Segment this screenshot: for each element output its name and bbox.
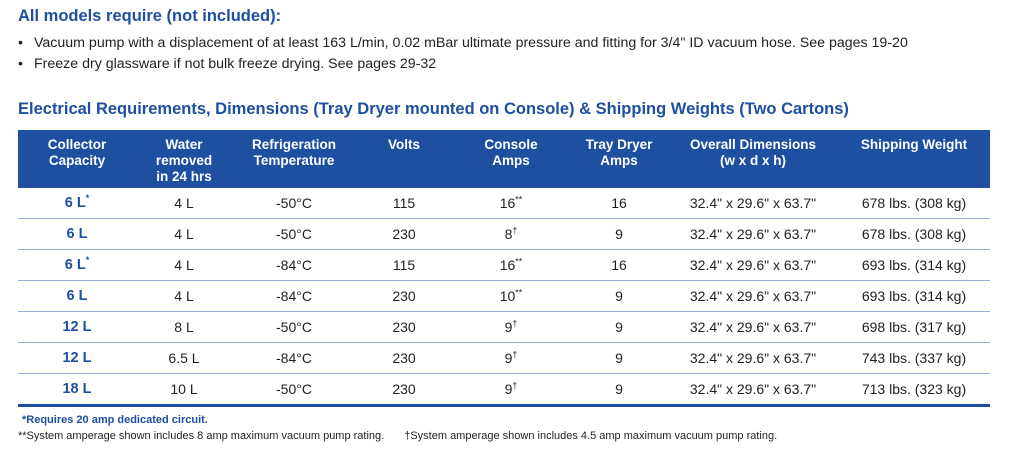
cell-collector-capacity: 6 L bbox=[18, 218, 136, 250]
footnote-row: **System amperage shown includes 8 amp m… bbox=[18, 428, 777, 444]
bullet-icon: • bbox=[18, 56, 23, 72]
cell-console-amps: 9† bbox=[452, 342, 570, 374]
cell-refrigeration-temperature: -50°C bbox=[232, 311, 356, 343]
footnote-mark: † bbox=[512, 380, 518, 391]
cell-volts: 230 bbox=[356, 373, 452, 407]
cell-volts: 230 bbox=[356, 342, 452, 374]
cell-overall-dimensions: 32.4" x 29.6" x 63.7" bbox=[668, 185, 838, 219]
footnotes: *Requires 20 amp dedicated circuit. **Sy… bbox=[18, 412, 777, 444]
cell-shipping-weight: 693 lbs. (314 kg) bbox=[838, 249, 990, 281]
cell-water-removed: 4 L bbox=[136, 280, 232, 312]
cell-overall-dimensions: 32.4" x 29.6" x 63.7" bbox=[668, 373, 838, 407]
cell-water-removed: 8 L bbox=[136, 311, 232, 343]
cell-tray-dryer-amps: 16 bbox=[570, 249, 668, 281]
header-tray-dryer-amps: Tray Dryer Amps bbox=[585, 137, 653, 168]
cell-console-amps: 9† bbox=[452, 311, 570, 343]
section-title: Electrical Requirements, Dimensions (Tra… bbox=[18, 100, 849, 118]
footnote-mark: † bbox=[512, 225, 518, 236]
cell-collector-capacity: 18 L bbox=[18, 373, 136, 407]
cell-tray-dryer-amps: 9 bbox=[570, 342, 668, 374]
cell-tray-dryer-amps: 9 bbox=[570, 218, 668, 250]
cell-collector-capacity: 12 L bbox=[18, 342, 136, 374]
cell-refrigeration-temperature: -84°C bbox=[232, 280, 356, 312]
header-water-removed: Water removed in 24 hrs bbox=[155, 137, 213, 184]
cell-shipping-weight: 693 lbs. (314 kg) bbox=[838, 280, 990, 312]
cell-console-amps: 8† bbox=[452, 218, 570, 250]
cell-console-amps: 9† bbox=[452, 373, 570, 407]
cell-refrigeration-temperature: -84°C bbox=[232, 342, 356, 374]
footnote-mark: ** bbox=[515, 287, 523, 298]
requirement-item: • Vacuum pump with a displacement of at l… bbox=[18, 33, 908, 54]
cell-water-removed: 10 L bbox=[136, 373, 232, 407]
footnote-mark: * bbox=[85, 193, 90, 204]
footnote-8-amp: **System amperage shown includes 8 amp m… bbox=[18, 430, 385, 442]
header-shipping-weight: Shipping Weight bbox=[860, 137, 968, 152]
requirements-list: • Vacuum pump with a displacement of at l… bbox=[18, 33, 908, 75]
table-body: 6 L* 4 L -50°C 115 16** 16 32.4" x 29.6" x 63.… bbox=[18, 185, 990, 407]
header-overall-dimensions: Overall Dimensions (w x d x h) bbox=[689, 137, 817, 168]
cell-overall-dimensions: 32.4" x 29.6" x 63.7" bbox=[668, 249, 838, 281]
cell-shipping-weight: 743 lbs. (337 kg) bbox=[838, 342, 990, 374]
cell-refrigeration-temperature: -50°C bbox=[232, 185, 356, 219]
cell-console-amps: 16** bbox=[452, 185, 570, 219]
footnote-mark: * bbox=[85, 255, 90, 266]
table-header-row: Collector Capacity Water removed in 24 hrs … bbox=[18, 130, 990, 187]
cell-shipping-weight: 713 lbs. (323 kg) bbox=[838, 373, 990, 407]
cell-shipping-weight: 698 lbs. (317 kg) bbox=[838, 311, 990, 343]
cell-shipping-weight: 678 lbs. (308 kg) bbox=[838, 185, 990, 219]
cell-collector-capacity: 12 L bbox=[18, 311, 136, 343]
footnote-mark: † bbox=[512, 349, 518, 360]
requirements-title: All models require (not included): bbox=[18, 7, 282, 25]
cell-water-removed: 4 L bbox=[136, 249, 232, 281]
footnote-4-5-amp: †System amperage shown includes 4.5 amp … bbox=[404, 430, 778, 442]
cell-refrigeration-temperature: -84°C bbox=[232, 249, 356, 281]
header-collector-capacity: Collector Capacity bbox=[47, 137, 107, 168]
header-refrigeration-temperature: Refrigeration Temperature bbox=[251, 137, 336, 168]
table-row: 18 L 10 L -50°C 230 9† 9 32.4" x 29.6" x 63.7"… bbox=[18, 373, 990, 407]
cell-volts: 230 bbox=[356, 280, 452, 312]
footnote-mark: † bbox=[512, 318, 518, 329]
cell-water-removed: 4 L bbox=[136, 218, 232, 250]
cell-tray-dryer-amps: 16 bbox=[570, 185, 668, 219]
cell-collector-capacity: 6 L* bbox=[18, 249, 136, 281]
requirement-text: Freeze dry glassware if not bulk freeze … bbox=[34, 56, 437, 72]
header-console-amps: Console Amps bbox=[484, 137, 538, 168]
cell-water-removed: 4 L bbox=[136, 185, 232, 219]
cell-overall-dimensions: 32.4" x 29.6" x 63.7" bbox=[668, 311, 838, 343]
requirement-item: • Freeze dry glassware if not bulk freeze… bbox=[18, 54, 908, 75]
table-row: 6 L* 4 L -84°C 115 16** 16 32.4" x 29.6" x 63.… bbox=[18, 249, 990, 281]
cell-volts: 230 bbox=[356, 218, 452, 250]
bullet-icon: • bbox=[18, 35, 23, 51]
cell-water-removed: 6.5 L bbox=[136, 342, 232, 374]
cell-volts: 230 bbox=[356, 311, 452, 343]
footnote-mark: ** bbox=[515, 194, 523, 205]
cell-shipping-weight: 678 lbs. (308 kg) bbox=[838, 218, 990, 250]
cell-collector-capacity: 6 L* bbox=[18, 185, 136, 219]
footnote-20-amp: *Requires 20 amp dedicated circuit. bbox=[22, 414, 208, 426]
table-row: 6 L* 4 L -50°C 115 16** 16 32.4" x 29.6" x 63.… bbox=[18, 185, 990, 219]
footnote-mark: ** bbox=[515, 256, 523, 267]
cell-overall-dimensions: 32.4" x 29.6" x 63.7" bbox=[668, 218, 838, 250]
cell-refrigeration-temperature: -50°C bbox=[232, 218, 356, 250]
cell-volts: 115 bbox=[356, 249, 452, 281]
cell-overall-dimensions: 32.4" x 29.6" x 63.7" bbox=[668, 342, 838, 374]
requirement-text: Vacuum pump with a displacement of at le… bbox=[34, 35, 908, 51]
cell-collector-capacity: 6 L bbox=[18, 280, 136, 312]
cell-console-amps: 10** bbox=[452, 280, 570, 312]
table-row: 12 L 6.5 L -84°C 230 9† 9 32.4" x 29.6" x 63.7… bbox=[18, 342, 990, 374]
spec-table: Collector Capacity Water removed in 24 hrs … bbox=[18, 130, 990, 407]
cell-volts: 115 bbox=[356, 185, 452, 219]
cell-tray-dryer-amps: 9 bbox=[570, 373, 668, 407]
header-volts: Volts bbox=[387, 137, 420, 152]
cell-console-amps: 16** bbox=[452, 249, 570, 281]
cell-tray-dryer-amps: 9 bbox=[570, 280, 668, 312]
cell-refrigeration-temperature: -50°C bbox=[232, 373, 356, 407]
cell-overall-dimensions: 32.4" x 29.6" x 63.7" bbox=[668, 280, 838, 312]
cell-tray-dryer-amps: 9 bbox=[570, 311, 668, 343]
